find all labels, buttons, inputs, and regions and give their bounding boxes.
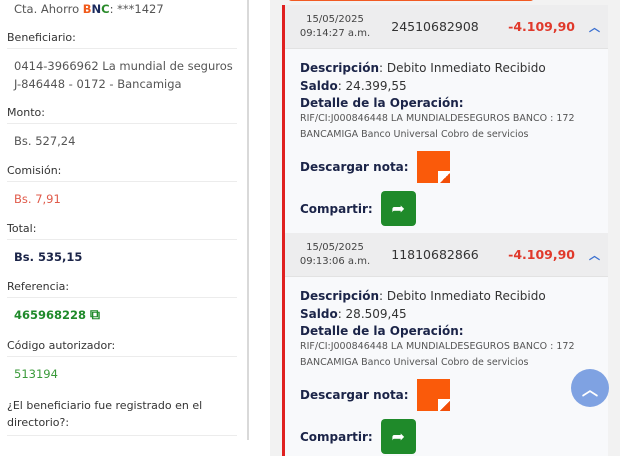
detail-title: Detalle de la Operación: — [300, 96, 464, 110]
tx-reference: 24510682908 — [391, 19, 479, 34]
total-value: Bs. 535,15 — [14, 250, 83, 264]
tx-detail: RIF/CI:J000846448 LA MUNDIALDESEGUROS BA… — [300, 113, 575, 140]
transfer-summary-panel: Cta. Ahorro BNC: ***1427 Beneficiario: 0… — [0, 0, 249, 440]
share-label: Compartir: — [300, 201, 373, 216]
description-label: Descripción — [300, 289, 379, 303]
transaction-header[interactable]: 15/05/2025 09:13:06 a.m. 11810682866 -4.1… — [285, 233, 608, 277]
brand-n: N — [91, 2, 102, 16]
copy-icon[interactable]: ⧉ — [90, 307, 101, 323]
transaction-header[interactable]: 15/05/2025 09:14:27 a.m. 24510682908 -4.1… — [285, 5, 608, 49]
auth-code-label: Código autorizador: — [7, 339, 237, 357]
tx-amount: -4.109,90 — [508, 247, 575, 262]
beneficiary-label: Beneficiario: — [7, 31, 237, 49]
transaction-card: 15/05/2025 09:14:27 a.m. 24510682908 -4.1… — [282, 5, 608, 233]
source-account: Cta. Ahorro BNC: ***1427 — [14, 2, 164, 16]
tx-date: 15/05/2025 — [306, 13, 364, 25]
chevron-up-icon[interactable]: ︿ — [589, 20, 600, 34]
brand-b: B — [82, 2, 92, 16]
chevron-up-icon: ︿ — [581, 380, 598, 399]
total-label: Total: — [7, 222, 237, 240]
tx-description: Debito Inmediato Recibido — [386, 61, 546, 75]
auth-code-value: 513194 — [14, 367, 58, 381]
download-label: Descargar nota: — [300, 160, 409, 174]
directory-label: ¿El beneficiario fue registrado en el di… — [7, 397, 237, 436]
fee-label: Comisión: — [7, 164, 237, 182]
share-icon[interactable]: ➦ — [380, 419, 416, 454]
tx-amount: -4.109,90 — [508, 19, 575, 34]
reference-label: Referencia: — [7, 280, 237, 298]
tx-balance: 24.399,55 — [345, 79, 407, 93]
tx-balance: 28.509,45 — [345, 307, 407, 321]
amount-value: Bs. 527,24 — [14, 134, 76, 148]
transaction-card: 15/05/2025 09:13:06 a.m. 11810682866 -4.1… — [282, 233, 608, 456]
balance-label: Saldo — [300, 307, 338, 321]
scroll-top-button[interactable]: ︿ — [571, 369, 609, 407]
tx-time: 09:13:06 a.m. — [299, 255, 371, 267]
balance-label: Saldo — [300, 79, 338, 93]
top-orange-bar — [288, 0, 534, 1]
account-suffix: : ***1427 — [109, 2, 164, 16]
description-label: Descripción — [300, 61, 379, 75]
share-icon[interactable]: ➦ — [380, 191, 416, 226]
download-note-icon[interactable] — [416, 379, 450, 411]
detail-title: Detalle de la Operación: — [300, 324, 464, 338]
movements-list: 15/05/2025 09:14:27 a.m. 24510682908 -4.1… — [270, 0, 620, 456]
brand-c: C — [101, 2, 110, 16]
account-prefix: Cta. Ahorro — [14, 2, 83, 16]
tx-date: 15/05/2025 — [306, 241, 364, 253]
download-note-icon[interactable] — [416, 151, 450, 183]
download-label: Descargar nota: — [300, 388, 409, 402]
amount-label: Monto: — [7, 106, 237, 124]
reference-value: 465968228 — [14, 308, 87, 322]
tx-detail: RIF/CI:J000846448 LA MUNDIALDESEGUROS BA… — [300, 341, 575, 368]
chevron-up-icon[interactable]: ︿ — [589, 248, 600, 262]
tx-time: 09:14:27 a.m. — [299, 27, 371, 39]
fee-value: Bs. 7,91 — [14, 192, 61, 206]
beneficiary-line1: 0414-3966962 La mundial de seguros — [14, 59, 233, 73]
beneficiary-line2: J-846448 - 0172 - Bancamiga — [14, 77, 182, 91]
share-label: Compartir: — [300, 429, 373, 444]
tx-description: Debito Inmediato Recibido — [386, 289, 546, 303]
tx-reference: 11810682866 — [391, 247, 479, 262]
